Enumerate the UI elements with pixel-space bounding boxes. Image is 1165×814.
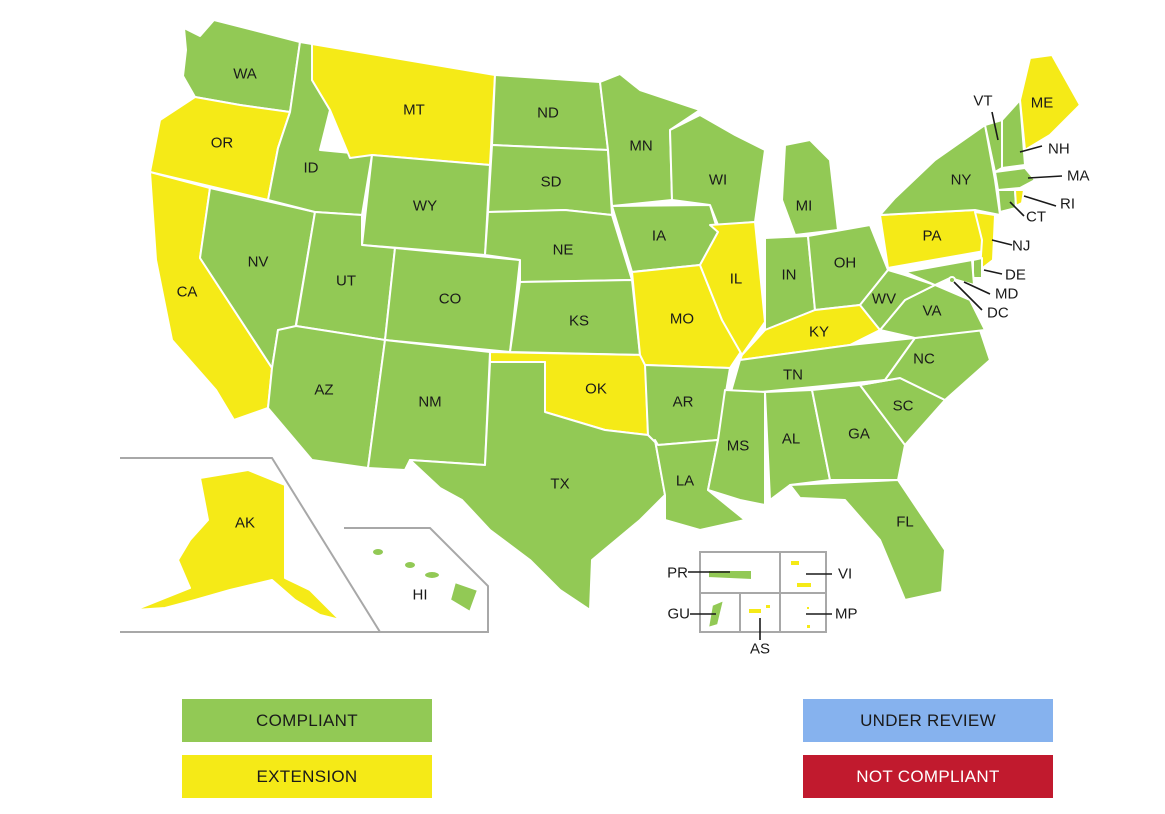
- label-pa: PA: [923, 228, 942, 245]
- label-ca: CA: [177, 284, 198, 301]
- legend-extension-label: EXTENSION: [256, 766, 358, 786]
- label-ne: NE: [553, 242, 574, 259]
- legend-under-review[interactable]: UNDER REVIEW: [803, 699, 1053, 742]
- label-co: CO: [439, 291, 462, 308]
- territory-mp[interactable]: [805, 605, 812, 630]
- label-de: DE: [1005, 267, 1026, 284]
- label-ok: OK: [585, 381, 607, 398]
- state-dc[interactable]: [948, 276, 956, 284]
- label-ny: NY: [951, 172, 972, 189]
- label-hi: HI: [413, 587, 428, 604]
- state-ma[interactable]: [994, 167, 1036, 191]
- state-il[interactable]: [699, 221, 766, 356]
- label-nj: NJ: [1012, 238, 1030, 255]
- state-ga[interactable]: [811, 384, 906, 481]
- state-fl[interactable]: [789, 479, 946, 601]
- label-oh: OH: [834, 255, 857, 272]
- state-hi[interactable]: [371, 547, 479, 613]
- label-ms: MS: [727, 438, 750, 455]
- label-vt: VT: [973, 93, 992, 110]
- label-al: AL: [782, 431, 800, 448]
- label-ia: IA: [652, 228, 666, 245]
- label-va: VA: [923, 303, 942, 320]
- label-la: LA: [676, 473, 694, 490]
- label-nd: ND: [537, 105, 559, 122]
- label-ks: KS: [569, 313, 589, 330]
- label-sd: SD: [541, 174, 562, 191]
- label-wa: WA: [233, 66, 257, 83]
- territory-vi[interactable]: [789, 559, 813, 589]
- label-nv: NV: [248, 254, 269, 271]
- state-al[interactable]: [764, 389, 831, 501]
- legend-compliant[interactable]: COMPLIANT: [182, 699, 432, 742]
- label-ut: UT: [336, 273, 356, 290]
- state-nh[interactable]: [1001, 99, 1026, 169]
- label-wv: WV: [872, 291, 896, 308]
- state-md[interactable]: [904, 259, 975, 286]
- territories-inset-grid: [699, 551, 827, 633]
- legend-not-compliant-label: NOT COMPLIANT: [856, 766, 1000, 786]
- state-ak[interactable]: [134, 469, 341, 621]
- label-in: IN: [782, 267, 797, 284]
- label-dc: DC: [987, 305, 1009, 322]
- state-tx[interactable]: [409, 361, 666, 611]
- label-or: OR: [211, 135, 234, 152]
- label-nh: NH: [1048, 141, 1070, 158]
- label-ct: CT: [1026, 209, 1046, 226]
- label-me: ME: [1031, 95, 1054, 112]
- legend-under-review-label: UNDER REVIEW: [860, 710, 996, 730]
- label-wy: WY: [413, 198, 437, 215]
- label-ky: KY: [809, 324, 829, 341]
- label-id: ID: [304, 160, 319, 177]
- label-nc: NC: [913, 351, 935, 368]
- label-mp: MP: [835, 606, 858, 623]
- label-sc: SC: [893, 398, 914, 415]
- state-nj[interactable]: [974, 211, 996, 271]
- label-as: AS: [750, 641, 770, 658]
- label-ma: MA: [1067, 168, 1090, 185]
- legend-extension[interactable]: EXTENSION: [182, 755, 432, 798]
- label-tx: TX: [550, 476, 569, 493]
- label-ar: AR: [673, 394, 694, 411]
- label-wi: WI: [709, 172, 727, 189]
- state-de[interactable]: [972, 257, 983, 279]
- states-layer: [134, 19, 1081, 630]
- label-az: AZ: [314, 382, 333, 399]
- label-pr: PR: [667, 565, 688, 582]
- state-ri[interactable]: [1014, 189, 1025, 207]
- label-mn: MN: [629, 138, 652, 155]
- legend-compliant-label: COMPLIANT: [256, 710, 358, 730]
- label-ri: RI: [1060, 196, 1075, 213]
- label-vi: VI: [838, 566, 852, 583]
- state-mi[interactable]: [781, 139, 839, 236]
- state-labels: WA OR CA NV ID MT WY UT AZ CO NM ND SD N…: [177, 66, 1090, 658]
- label-ga: GA: [848, 426, 870, 443]
- label-md: MD: [995, 286, 1018, 303]
- hawaii-inset-frame: [344, 527, 489, 633]
- label-mo: MO: [670, 311, 694, 328]
- label-mt: MT: [403, 102, 425, 119]
- territory-as[interactable]: [747, 603, 772, 615]
- label-tn: TN: [783, 367, 803, 384]
- label-fl: FL: [896, 514, 914, 531]
- legend-not-compliant[interactable]: NOT COMPLIANT: [803, 755, 1053, 798]
- label-mi: MI: [796, 198, 813, 215]
- alaska-inset-frame: [120, 457, 382, 633]
- label-ak: AK: [235, 515, 255, 532]
- label-gu: GU: [668, 606, 691, 623]
- state-ny[interactable]: [879, 124, 1001, 216]
- leader-lines: [688, 111, 1063, 640]
- label-il: IL: [730, 271, 743, 288]
- state-ct[interactable]: [997, 189, 1017, 213]
- label-nm: NM: [418, 394, 441, 411]
